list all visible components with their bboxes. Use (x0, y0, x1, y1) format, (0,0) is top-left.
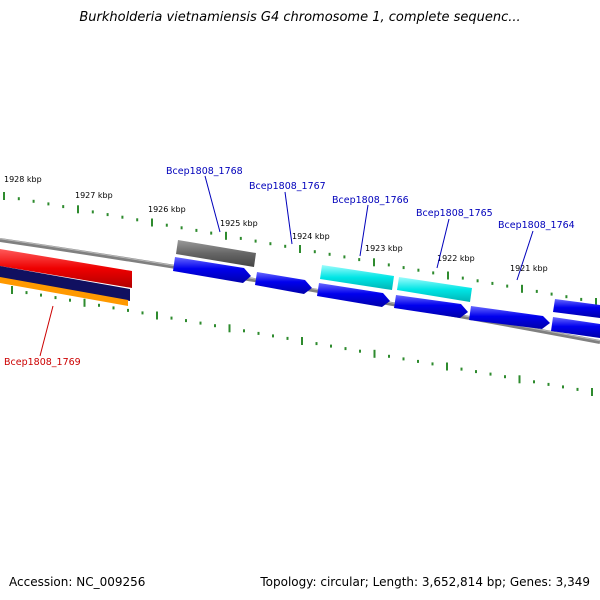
map-title: Burkholderia vietnamiensis G4 chromosome… (79, 10, 521, 25)
tick-label: 1924 kbp (292, 232, 330, 241)
accession-text: Accession: NC_009256 (9, 575, 146, 589)
gene-label-1766[interactable]: Bcep1808_1766 (332, 195, 409, 206)
tick-label: 1923 kbp (365, 244, 403, 253)
gene-label-1764[interactable]: Bcep1808_1764 (498, 220, 575, 231)
tick-label: 1921 kbp (510, 264, 548, 273)
tick-label: 1927 kbp (75, 191, 113, 200)
cds-navy[interactable] (0, 266, 130, 301)
cds-orange[interactable] (0, 277, 128, 306)
tick-label: 1928 kbp (4, 175, 42, 184)
outer-tick-ring (3, 192, 597, 306)
cds-arrow[interactable] (255, 272, 312, 294)
tick-label: 1926 kbp (148, 205, 186, 214)
feature-stack-1769[interactable] (0, 249, 132, 306)
cds-arrow[interactable] (469, 306, 550, 329)
gene-label-1768[interactable]: Bcep1808_1768 (166, 166, 243, 177)
inner-tick-ring (11, 286, 593, 396)
cds-arrow[interactable] (317, 283, 390, 307)
tick-label: 1925 kbp (220, 219, 258, 228)
cds-gene-1764[interactable] (553, 299, 600, 318)
genome-summary-text: Topology: circular; Length: 3,652,814 bp… (260, 575, 590, 589)
cds-red[interactable] (0, 249, 132, 288)
cds-gene-1768[interactable] (176, 240, 256, 267)
cds-row-blue (173, 257, 600, 338)
gene-label-1769[interactable]: Bcep1808_1769 (4, 357, 81, 368)
tick-label: 1922 kbp (437, 254, 475, 263)
cds-arrow[interactable] (394, 295, 468, 318)
gene-label-1765[interactable]: Bcep1808_1765 (416, 208, 493, 219)
gene-label-1767[interactable]: Bcep1808_1767 (249, 181, 326, 192)
cds-gene-1766[interactable] (320, 265, 394, 290)
cds-gene-1765[interactable] (397, 277, 472, 302)
cds-arrow[interactable] (551, 317, 600, 338)
cds-arrow[interactable] (173, 257, 251, 283)
